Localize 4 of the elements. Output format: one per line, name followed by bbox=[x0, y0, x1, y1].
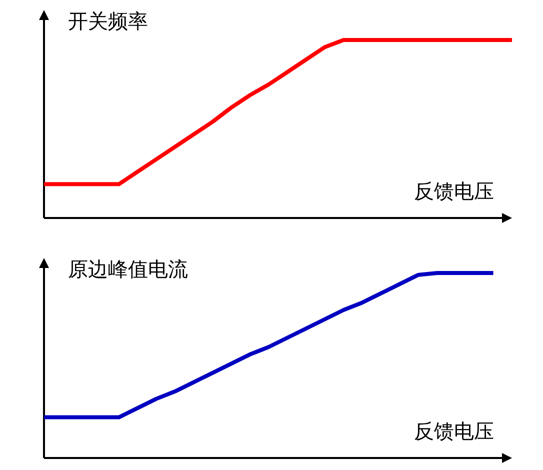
x-axis-title: 反馈电压 bbox=[414, 419, 494, 443]
y-axis-title: 开关频率 bbox=[68, 9, 148, 33]
x-axis-title: 反馈电压 bbox=[414, 179, 494, 203]
y-axis-title: 原边峰值电流 bbox=[68, 257, 188, 281]
